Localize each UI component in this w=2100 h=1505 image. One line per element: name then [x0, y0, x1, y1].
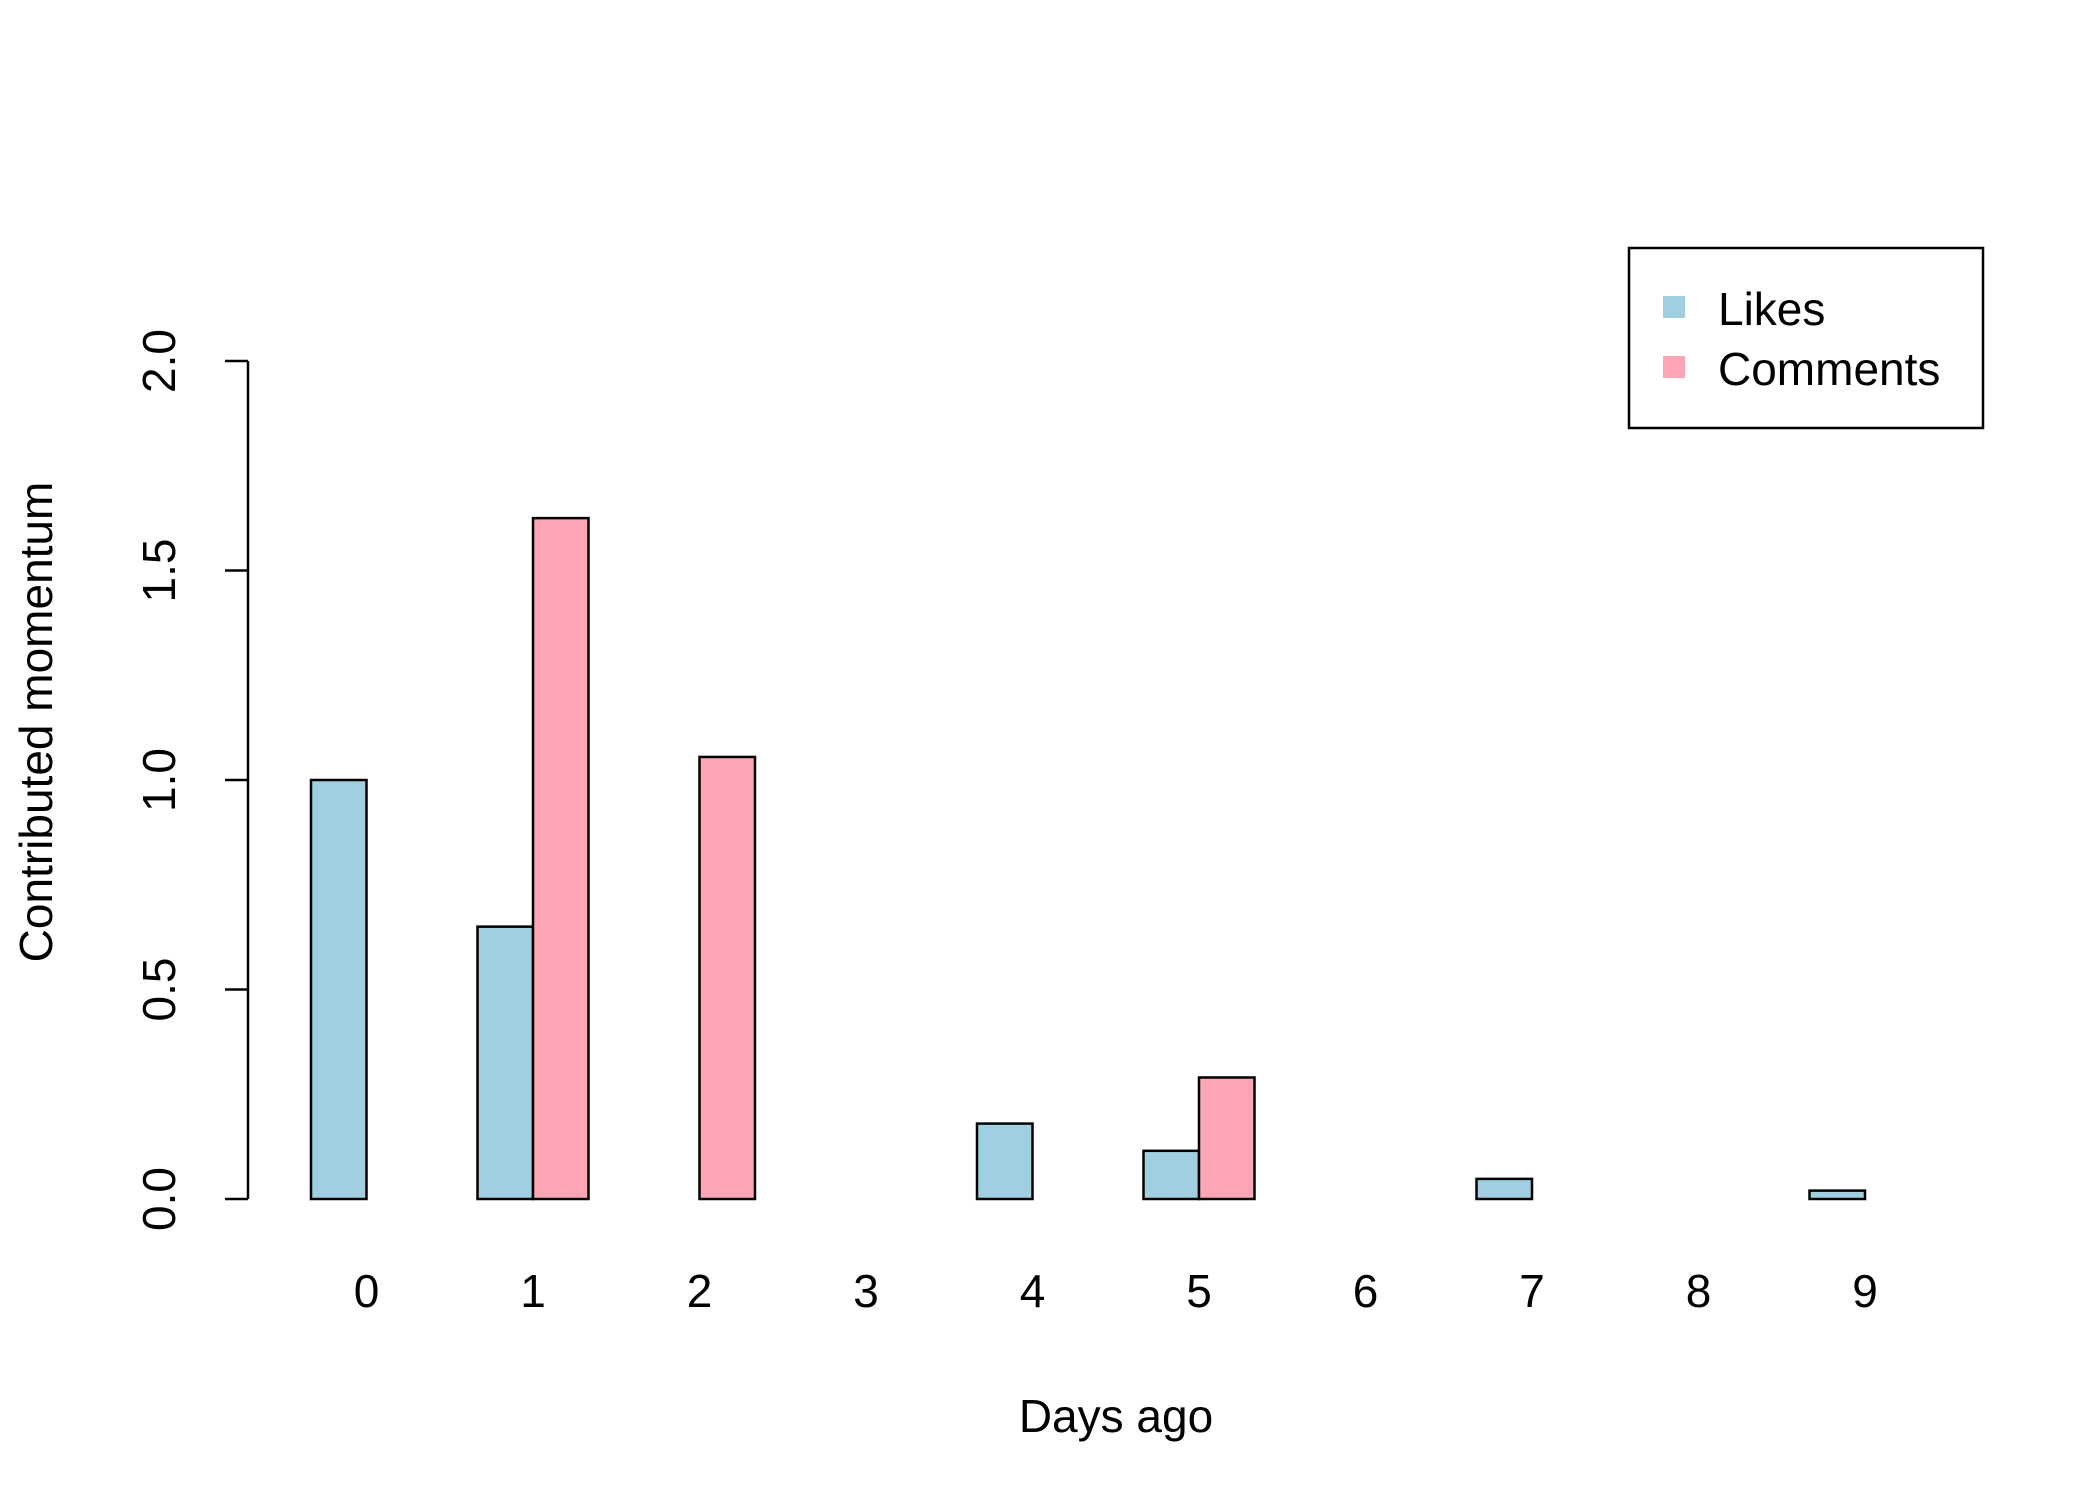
- x-tick-label: 4: [1020, 1265, 1046, 1317]
- y-tick-label: 1.5: [133, 539, 185, 603]
- y-tick-label: 2.0: [133, 329, 185, 393]
- bar-likes-1: [476, 925, 535, 1201]
- y-axis-title: Contributed momentum: [10, 482, 62, 963]
- x-tick-label: 5: [1186, 1265, 1212, 1317]
- x-tick-label: 8: [1686, 1265, 1712, 1317]
- legend-label-comments: Comments: [1718, 343, 1940, 395]
- y-tick-label: 0.0: [133, 1167, 185, 1231]
- bar-comments-5: [1197, 1076, 1256, 1201]
- x-tick-label: 1: [520, 1265, 546, 1317]
- legend-swatch-comments: [1663, 356, 1685, 378]
- bar-likes-5: [1142, 1149, 1201, 1201]
- x-axis-title: Days ago: [1019, 1390, 1213, 1442]
- legend-swatch-likes: [1663, 296, 1685, 318]
- bars: [309, 516, 1867, 1201]
- x-tick-label: 6: [1353, 1265, 1379, 1317]
- x-tick-label: 9: [1852, 1265, 1878, 1317]
- y-tick-label: 1.0: [133, 748, 185, 812]
- bar-likes-0: [309, 778, 368, 1201]
- x-tick-label: 0: [354, 1265, 380, 1317]
- x-tick-label: 2: [687, 1265, 713, 1317]
- x-tick-label: 3: [853, 1265, 879, 1317]
- bar-comments-1: [531, 516, 590, 1201]
- legend-label-likes: Likes: [1718, 283, 1825, 335]
- bar-comments-2: [698, 755, 757, 1201]
- bar-likes-9: [1808, 1189, 1867, 1201]
- legend-box: [1627, 246, 1985, 430]
- x-tick-labels: 0 1 2 3 4 5 6 7 8 9: [354, 1265, 1878, 1317]
- y-axis: 0.0 0.5 1.0 1.5 2.0: [133, 329, 250, 1231]
- legend: Likes Comments: [1627, 246, 1985, 430]
- bar-likes-4: [975, 1122, 1034, 1201]
- bar-likes-7: [1475, 1177, 1534, 1201]
- x-tick-label: 7: [1519, 1265, 1545, 1317]
- y-tick-label: 0.5: [133, 958, 185, 1022]
